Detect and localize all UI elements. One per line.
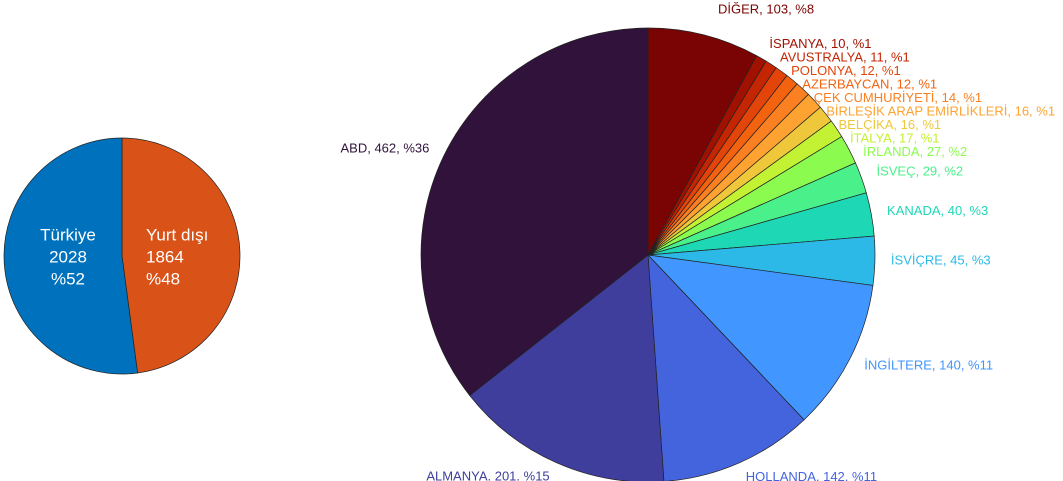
slice-label: %48 xyxy=(146,269,180,288)
slice-label: ABD, 462, %36 xyxy=(340,140,429,155)
pie-slice xyxy=(647,254,805,481)
slice-label: Yurt dışı xyxy=(146,225,208,244)
pie-slice xyxy=(469,254,665,481)
slice-label: ALMANYA. 201. %15 xyxy=(426,469,549,481)
slice-label: Türkiye xyxy=(40,225,96,244)
slice-label: İTALYA, 17, %1 xyxy=(850,130,940,145)
slice-label: İSVEÇ, 29, %2 xyxy=(876,164,963,179)
slice-label: AZERBAYCAN, 12, %1 xyxy=(802,76,937,91)
pie-slice xyxy=(3,137,138,375)
slice-label: DİĞER, 103, %8 xyxy=(718,1,814,16)
slice-label: %52 xyxy=(51,269,85,288)
slice-label: 2028 xyxy=(49,247,87,266)
slice-label: KANADA, 40, %3 xyxy=(887,203,988,218)
slice-label: İRLANDA, 27, %2 xyxy=(863,144,967,159)
slice-label: BELÇİKA, 16, %1 xyxy=(839,117,942,132)
slice-label: 1864 xyxy=(146,247,184,266)
slice-label: İSPANYA, 10, %1 xyxy=(769,36,871,51)
slice-label: AVUSTRALYA, 11, %1 xyxy=(780,49,910,64)
slice-label: İSVİÇRE, 45, %3 xyxy=(891,253,991,268)
pie-slice xyxy=(647,27,758,256)
pie-slice xyxy=(420,27,649,396)
pie-slice xyxy=(647,254,874,421)
slice-label: POLONYA, 12, %1 xyxy=(791,63,901,78)
slice-label: İNGİLTERE, 140, %11 xyxy=(864,357,993,372)
slice-label: HOLLANDA, 142, %11 xyxy=(746,469,877,481)
pie-slice xyxy=(121,137,241,374)
slice-label: BİRLEŞİK ARAP EMİRLİKLERİ, 16, %1 xyxy=(826,103,1055,118)
slice-label: ÇEK CUMHURİYETİ, 14, %1 xyxy=(814,90,982,105)
